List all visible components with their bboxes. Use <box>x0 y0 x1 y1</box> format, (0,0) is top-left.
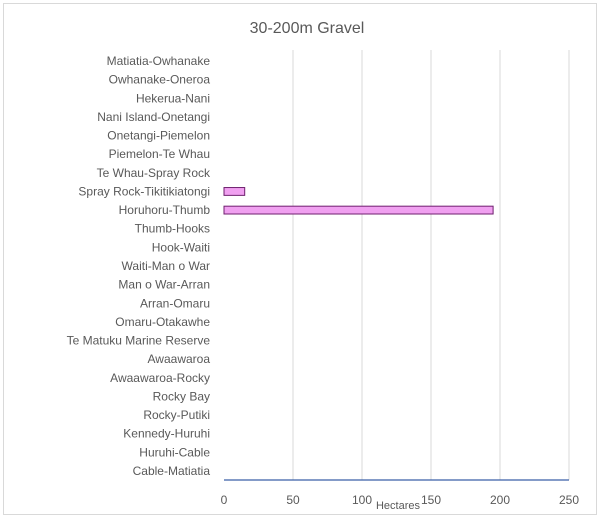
x-tick-label: 150 <box>421 493 441 507</box>
category-label: Horuhoru-Thumb <box>119 203 211 217</box>
category-label: Spray Rock-Tikitikiatongi <box>78 184 210 198</box>
category-label: Matiatia-Owhanake <box>107 54 211 68</box>
category-label: Rocky Bay <box>153 389 210 403</box>
x-tick-label: 50 <box>286 493 300 507</box>
category-label: Waiti-Man o War <box>122 259 210 273</box>
category-label: Arran-Omaru <box>140 296 210 310</box>
x-tick-label: 100 <box>352 493 372 507</box>
category-label: Te Matuku Marine Reserve <box>67 334 211 348</box>
category-label: Nani Island-Onetangi <box>97 110 210 124</box>
category-label: Piemelon-Te Whau <box>109 147 210 161</box>
category-label: Onetangi-Piemelon <box>107 129 210 143</box>
grid-layer <box>292 50 570 480</box>
category-label: Awaawaroa-Rocky <box>110 371 210 385</box>
category-label: Man o War-Arran <box>118 278 210 292</box>
category-label: Thumb-Hooks <box>135 222 210 236</box>
category-label: Hook-Waiti <box>152 240 210 254</box>
category-labels: Matiatia-Owhanake Owhanake-Oneroa Hekerua-… <box>67 54 211 478</box>
bar <box>223 187 246 196</box>
category-label: Omaru-Otakawhe <box>115 315 210 329</box>
chart-title: 30-200m Gravel <box>250 20 365 37</box>
category-label: Owhanake-Oneroa <box>109 73 211 87</box>
category-label: Te Whau-Spray Rock <box>97 166 211 180</box>
chart-frame <box>3 3 597 515</box>
category-label: Rocky-Putiki <box>143 408 210 422</box>
x-tick-label: 200 <box>490 493 510 507</box>
category-label: Awaawaroa <box>148 352 211 366</box>
bar-layer <box>223 187 494 215</box>
x-tick-label: 250 <box>559 493 579 507</box>
x-tick-label: 0 <box>221 493 228 507</box>
category-label: Huruhi-Cable <box>139 445 210 459</box>
x-axis-label: Hectares <box>376 500 421 512</box>
category-label: Kennedy-Huruhi <box>123 427 210 441</box>
x-tick-labels: 0 50 100 150 200 250 <box>221 493 580 507</box>
category-label: Hekerua-Nani <box>136 91 210 105</box>
bar <box>223 205 494 215</box>
category-label: Cable-Matiatia <box>133 464 211 478</box>
